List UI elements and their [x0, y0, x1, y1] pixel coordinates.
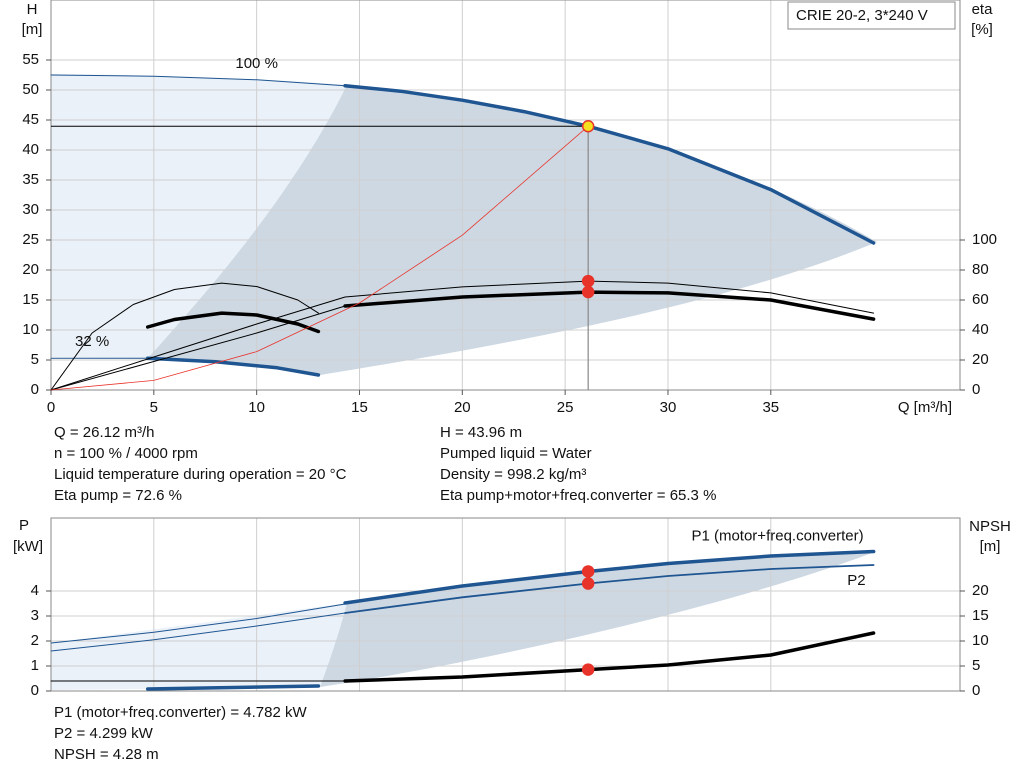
- y-tick-label: 0: [31, 381, 39, 398]
- range-area: [148, 85, 877, 375]
- curve: [343, 84, 876, 245]
- y-axis-label: P: [19, 517, 29, 534]
- info-line: Density = 998.2 kg/m³: [440, 466, 586, 483]
- y-tick-label: 55: [22, 51, 39, 68]
- y2-tick-label: 0: [972, 682, 980, 699]
- range-area-light: [51, 603, 347, 690]
- x-tick-label: 10: [248, 399, 265, 416]
- x-tick-label: 15: [351, 399, 368, 416]
- y2-tick-label: 10: [972, 632, 989, 649]
- info-line: n = 100 % / 4000 rpm: [54, 445, 198, 462]
- curve-label: P1 (motor+freq.converter): [691, 527, 863, 544]
- chart-title: CRIE 20-2, 3*240 V: [796, 7, 928, 24]
- y-axis-label: [m]: [22, 21, 43, 38]
- y2-tick-label: 60: [972, 291, 989, 308]
- duty-point: [581, 565, 595, 578]
- y-tick-label: 5: [31, 351, 39, 368]
- curve: [343, 549, 876, 605]
- curve: [50, 305, 346, 391]
- info-line: H = 43.96 m: [440, 424, 522, 441]
- y-tick-label: 4: [31, 582, 39, 599]
- x-tick-label: 25: [557, 399, 574, 416]
- y-tick-label: 15: [22, 291, 39, 308]
- y-tick-label: 45: [22, 111, 39, 128]
- curve-label: P2: [847, 572, 865, 589]
- y-tick-label: 20: [22, 261, 39, 278]
- range-area-light: [51, 74, 347, 358]
- info-line: NPSH = 4.28 m: [54, 746, 159, 763]
- curve: [50, 612, 346, 652]
- y2-axis-label: [m]: [980, 538, 1001, 555]
- y2-tick-label: 20: [972, 351, 989, 368]
- range-area: [320, 551, 877, 687]
- curve: [50, 74, 346, 87]
- y-tick-label: 3: [31, 607, 39, 624]
- duty-point: [581, 663, 595, 676]
- info-line: Eta pump+motor+freq.converter = 65.3 %: [440, 487, 716, 504]
- x-tick-label: 30: [660, 399, 677, 416]
- y-tick-label: 10: [22, 321, 39, 338]
- x-tick-label: 0: [47, 399, 55, 416]
- title-box: [787, 1, 956, 30]
- curve: [145, 311, 321, 334]
- y-tick-label: 50: [22, 81, 39, 98]
- duty-point: [581, 119, 595, 133]
- y-tick-label: 2: [31, 632, 39, 649]
- info-line: P1 (motor+freq.converter) = 4.782 kW: [54, 704, 307, 721]
- curve: [343, 631, 876, 683]
- y-tick-label: 35: [22, 171, 39, 188]
- plot-frame: [50, 517, 961, 692]
- y-axis-label: [kW]: [13, 538, 43, 555]
- info-line: P2 = 4.299 kW: [54, 725, 154, 742]
- y-tick-label: 25: [22, 231, 39, 248]
- curve: [343, 290, 876, 321]
- y2-tick-label: 100: [972, 231, 997, 248]
- curve: [50, 603, 346, 644]
- y2-axis-label: eta: [972, 1, 994, 18]
- curve-label: 32 %: [75, 333, 109, 350]
- y2-tick-label: 80: [972, 261, 989, 278]
- plot-frame: [50, 0, 961, 391]
- y2-axis-label: NPSH: [969, 518, 1011, 535]
- info-line: Q = 26.12 m³/h: [54, 424, 154, 441]
- curve: [50, 280, 875, 391]
- curve: [145, 356, 321, 377]
- x-tick-label: 20: [454, 399, 471, 416]
- y-tick-label: 0: [31, 682, 39, 699]
- y2-tick-label: 5: [972, 657, 980, 674]
- x-tick-label: 35: [762, 399, 779, 416]
- curve: [344, 564, 875, 614]
- y-tick-label: 40: [22, 141, 39, 158]
- duty-point: [581, 285, 595, 299]
- x-tick-label: 5: [150, 399, 158, 416]
- curve: [50, 282, 319, 391]
- y-tick-label: 1: [31, 657, 39, 674]
- y2-tick-label: 40: [972, 321, 989, 338]
- x-axis-label: Q [m³/h]: [898, 399, 952, 416]
- curve: [50, 125, 589, 391]
- duty-point: [581, 577, 595, 590]
- info-line: Pumped liquid = Water: [440, 445, 592, 462]
- y-tick-label: 30: [22, 201, 39, 218]
- y-axis-label: H: [27, 1, 38, 18]
- info-line: Liquid temperature during operation = 20…: [54, 466, 347, 483]
- y2-axis-label: [%]: [971, 21, 993, 38]
- curve-label: 100 %: [235, 55, 278, 72]
- curve: [145, 684, 321, 691]
- y2-tick-label: 0: [972, 381, 980, 398]
- y2-tick-label: 20: [972, 582, 989, 599]
- duty-point: [581, 274, 595, 288]
- y2-tick-label: 15: [972, 607, 989, 624]
- info-line: Eta pump = 72.6 %: [54, 487, 182, 504]
